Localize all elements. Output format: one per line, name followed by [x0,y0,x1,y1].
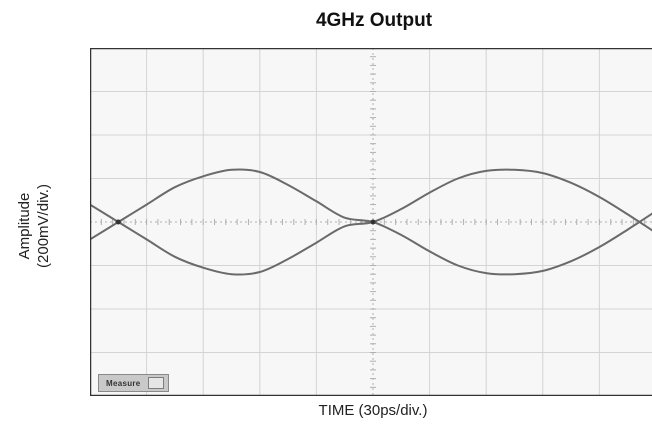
y-axis-label-line-2: (200mV/div.) [35,184,52,268]
measure-badge[interactable]: Measure [98,374,169,392]
measure-label: Measure [106,378,141,388]
crossing-point [370,219,376,225]
chart-title: 4GHz Output [315,10,433,31]
y-axis-label: Amplitude (200mV/div.) [15,184,53,268]
x-axis-label: TIME (30ps/div.) [318,402,428,419]
y-axis-label-line-1: Amplitude [16,192,33,260]
crossing-point [115,219,121,225]
measure-icon [147,377,164,389]
oscilloscope-screen: Measure [90,48,652,396]
oscilloscope-plot [90,48,652,396]
plot-frame [90,48,652,396]
